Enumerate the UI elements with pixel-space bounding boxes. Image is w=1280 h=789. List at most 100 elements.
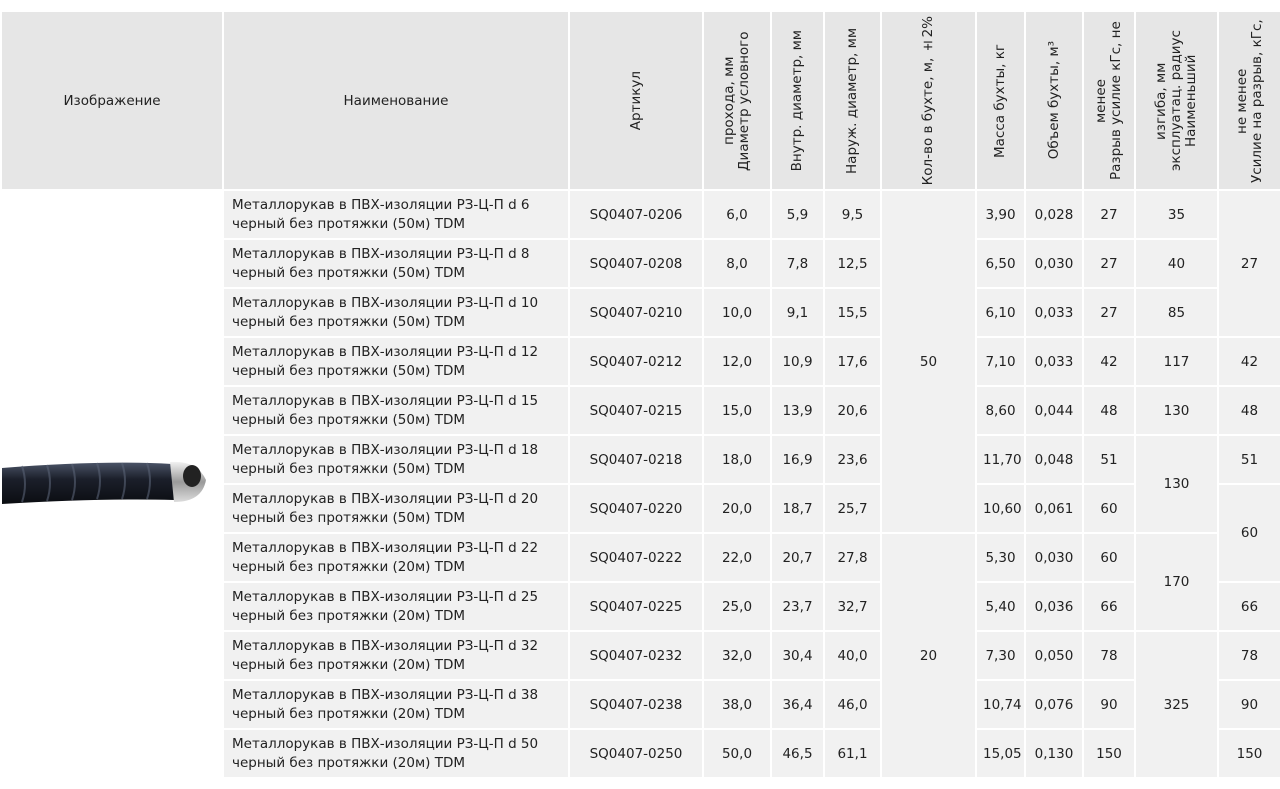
table-row: Металлорукав в ПВХ-изоляции РЗ-Ц-П d 50 …	[1, 728, 1280, 779]
value-cell: 15,05	[975, 728, 1026, 779]
value-cell: 10,9	[770, 336, 825, 387]
header-label: Наименьший эксплуатац. радиус изгиба, мм	[1153, 30, 1199, 171]
value-cell: 18,7	[770, 483, 825, 534]
header-cell: Масса бухты, кг	[975, 10, 1026, 191]
value-cell: 18,0	[702, 434, 772, 485]
value-cell: 15,5	[823, 287, 882, 338]
value-cell: 51	[1082, 434, 1136, 485]
value-cell: 42	[1082, 336, 1136, 387]
value-cell: 0,036	[1024, 581, 1084, 632]
value-cell: 20,7	[770, 532, 825, 583]
value-cell: 66	[1082, 581, 1136, 632]
value-cell: 6,50	[975, 238, 1026, 289]
force-cell: 78	[1217, 630, 1280, 681]
value-cell: 0,033	[1024, 336, 1084, 387]
value-cell: 9,5	[823, 189, 882, 240]
table-row: Металлорукав в ПВХ-изоляции РЗ-Ц-П d 12 …	[1, 336, 1280, 387]
table-row: Металлорукав в ПВХ-изоляции РЗ-Ц-П d 20 …	[1, 483, 1280, 583]
value-cell: SQ0407-0210	[568, 287, 704, 338]
value-cell: 5,9	[770, 189, 825, 240]
value-cell: SQ0407-0215	[568, 385, 704, 436]
value-cell: 8,0	[702, 238, 772, 289]
header-cell: Изображение	[0, 10, 224, 191]
force-cell: 42	[1217, 336, 1280, 387]
value-cell: 61,1	[823, 728, 882, 779]
value-cell: SQ0407-0238	[568, 679, 704, 730]
header-label: Наруж. диаметр, мм	[844, 27, 860, 174]
radius-cell: 40	[1134, 238, 1219, 289]
table-row: Металлорукав в ПВХ-изоляции РЗ-Ц-П d 10 …	[1, 287, 1280, 338]
value-cell: 27	[1082, 238, 1136, 289]
page: Изображение Наименование Артикул Диаметр ус…	[0, 10, 1280, 789]
value-cell: 10,60	[975, 483, 1026, 534]
value-cell: 3,90	[975, 189, 1026, 240]
force-cell: 90	[1217, 679, 1280, 730]
radius-cell: 117	[1134, 336, 1219, 387]
name-cell: Металлорукав в ПВХ-изоляции РЗ-Ц-П d 6 ч…	[222, 189, 570, 240]
value-cell: 27	[1082, 189, 1136, 240]
value-cell: SQ0407-0218	[568, 434, 704, 485]
value-cell: 78	[1082, 630, 1136, 681]
value-cell: 50,0	[702, 728, 772, 779]
name-cell: Металлорукав в ПВХ-изоляции РЗ-Ц-П d 10 …	[222, 287, 570, 338]
value-cell: 20,6	[823, 385, 882, 436]
header-label: Объем бухты, м³	[1045, 41, 1062, 160]
value-cell: 25,7	[823, 483, 882, 534]
header-cell: Кол-во в бухте, м, ±2%	[880, 10, 977, 191]
radius-cell: 130	[1134, 385, 1219, 436]
value-cell: 12,0	[702, 336, 772, 387]
radius-cell: 325	[1134, 630, 1219, 779]
value-cell: 30,4	[770, 630, 825, 681]
table-row: Металлорукав в ПВХ-изоляции РЗ-Ц-П d 22 …	[1, 532, 1280, 779]
value-cell: 7,8	[770, 238, 825, 289]
header-cell: Наруж. диаметр, мм	[823, 10, 882, 191]
value-cell: 6,0	[702, 189, 772, 240]
header-label: Масса бухты, кг	[992, 43, 1008, 158]
table-row: Металлорукав в ПВХ-изоляции РЗ-Ц-П d 38 …	[1, 679, 1280, 730]
force-cell: 150	[1217, 728, 1280, 779]
value-cell: 27	[1082, 287, 1136, 338]
name-cell: Металлорукав в ПВХ-изоляции РЗ-Ц-П d 25 …	[222, 581, 570, 632]
image-cell	[0, 189, 224, 779]
header-label: Артикул	[627, 70, 644, 131]
value-cell: 150	[1082, 728, 1136, 779]
value-cell: 0,076	[1024, 679, 1084, 730]
value-cell: 46,5	[770, 728, 825, 779]
value-cell: 0,061	[1024, 483, 1084, 534]
value-cell: SQ0407-0232	[568, 630, 704, 681]
value-cell: 10,74	[975, 679, 1026, 730]
table-row: Металлорукав в ПВХ-изоляции РЗ-Ц-П d 32 …	[1, 630, 1280, 779]
value-cell: 0,048	[1024, 434, 1084, 485]
value-cell: SQ0407-0208	[568, 238, 704, 289]
name-cell: Металлорукав в ПВХ-изоляции РЗ-Ц-П d 18 …	[222, 434, 570, 485]
value-cell: 6,10	[975, 287, 1026, 338]
value-cell: 23,7	[770, 581, 825, 632]
value-cell: 36,4	[770, 679, 825, 730]
product-image	[2, 461, 206, 504]
value-cell: 13,9	[770, 385, 825, 436]
value-cell: SQ0407-0206	[568, 189, 704, 240]
table-row: Металлорукав в ПВХ-изоляции РЗ-Ц-П d 8 ч…	[1, 238, 1280, 289]
value-cell: 27,8	[823, 532, 882, 583]
radius-cell: 35	[1134, 189, 1219, 240]
force-cell: 27	[1217, 189, 1280, 338]
value-cell: 48	[1082, 385, 1136, 436]
header-cell: Внутр. диаметр, мм	[770, 10, 825, 191]
coil-cell: 20	[880, 532, 977, 779]
value-cell: 0,033	[1024, 287, 1084, 338]
value-cell: 11,70	[975, 434, 1026, 485]
value-cell: 8,60	[975, 385, 1026, 436]
value-cell: 40,0	[823, 630, 882, 681]
value-cell: 0,030	[1024, 532, 1084, 583]
value-cell: 17,6	[823, 336, 882, 387]
header-row: Изображение Наименование Артикул Диаметр ус…	[0, 10, 1280, 191]
header-label: Диаметр условного прохода, мм	[721, 30, 752, 171]
table-row: Металлорукав в ПВХ-изоляции РЗ-Ц-П d 18 …	[1, 434, 1280, 534]
header-cell: Наименьший эксплуатац. радиус изгиба, мм	[1134, 10, 1219, 191]
value-cell: SQ0407-0225	[568, 581, 704, 632]
name-cell: Металлорукав в ПВХ-изоляции РЗ-Ц-П d 22 …	[222, 532, 570, 583]
header-cell: Диаметр условного прохода, мм	[702, 10, 772, 191]
header-label: Внутр. диаметр, мм	[789, 29, 805, 172]
value-cell: 38,0	[702, 679, 772, 730]
header-cell: Объем бухты, м³	[1024, 10, 1084, 191]
